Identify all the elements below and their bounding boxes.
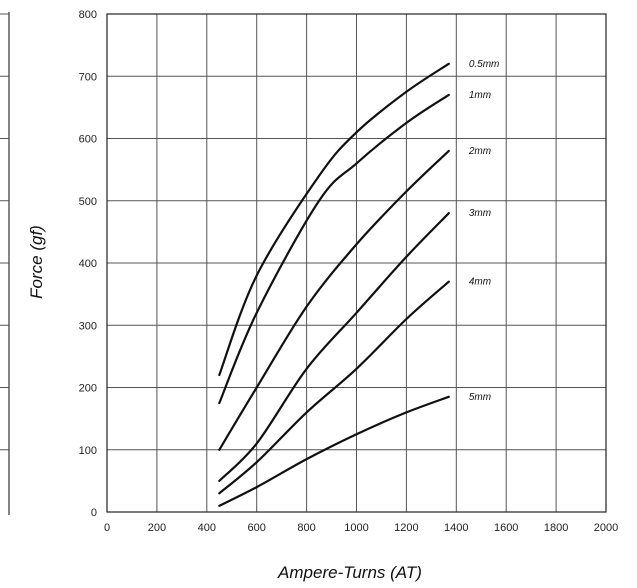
x-tick-label-2000: 2000: [594, 522, 618, 534]
y-tick-label-100: 100: [79, 445, 97, 457]
x-tick-label-200: 200: [148, 522, 166, 534]
y-tick-label-0: 0: [91, 507, 97, 519]
x-tick-label-400: 400: [198, 522, 216, 534]
y-tick-label-800: 800: [79, 9, 97, 21]
y-tick-label-400: 400: [79, 258, 97, 270]
x-tick-label-1600: 1600: [494, 522, 518, 534]
series-label-0: 0.5mm: [469, 59, 500, 70]
y-tick-labels: 0 100 200 300 400 500 600 700 800: [79, 9, 97, 519]
x-tick-label-1000: 1000: [344, 522, 368, 534]
series-lines: [218, 62, 450, 507]
x-tick-label-1200: 1200: [394, 522, 418, 534]
x-tick-label-1400: 1400: [444, 522, 468, 534]
y-tick-label-200: 200: [79, 383, 97, 395]
series-line-1: [218, 93, 450, 405]
y-tick-label-300: 300: [79, 320, 97, 332]
series-line-2: [218, 149, 450, 451]
series-line-5: [218, 395, 450, 507]
series-label-1: 1mm: [469, 90, 491, 101]
y-tick-label-600: 600: [79, 134, 97, 146]
x-axis-label: Ampere-Turns (AT): [277, 563, 422, 582]
series-labels: 0.5mm 1mm 2mm 3mm 4mm 5mm: [468, 59, 500, 403]
left-edge-fragment: [0, 12, 10, 515]
plot-frame: [106, 13, 607, 513]
series-label-5: 5mm: [469, 392, 491, 403]
grid: [106, 13, 607, 513]
x-tick-label-600: 600: [248, 522, 266, 534]
series-label-2: 2mm: [468, 146, 491, 157]
series-line-0: [218, 62, 450, 377]
x-tick-labels: 0 200 400 600 800 1000 1200 1400 1600 1800 2000: [104, 522, 618, 534]
x-tick-label-1800: 1800: [544, 522, 568, 534]
y-tick-label-500: 500: [79, 196, 97, 208]
x-tick-label-0: 0: [104, 522, 110, 534]
series-line-4: [218, 280, 450, 495]
x-tick-label-800: 800: [297, 522, 315, 534]
series-label-3: 3mm: [469, 208, 491, 219]
y-axis-label: Force (gf): [27, 225, 46, 299]
series-label-4: 4mm: [469, 277, 491, 288]
y-tick-label-700: 700: [79, 71, 97, 83]
series-line-3: [218, 212, 450, 482]
